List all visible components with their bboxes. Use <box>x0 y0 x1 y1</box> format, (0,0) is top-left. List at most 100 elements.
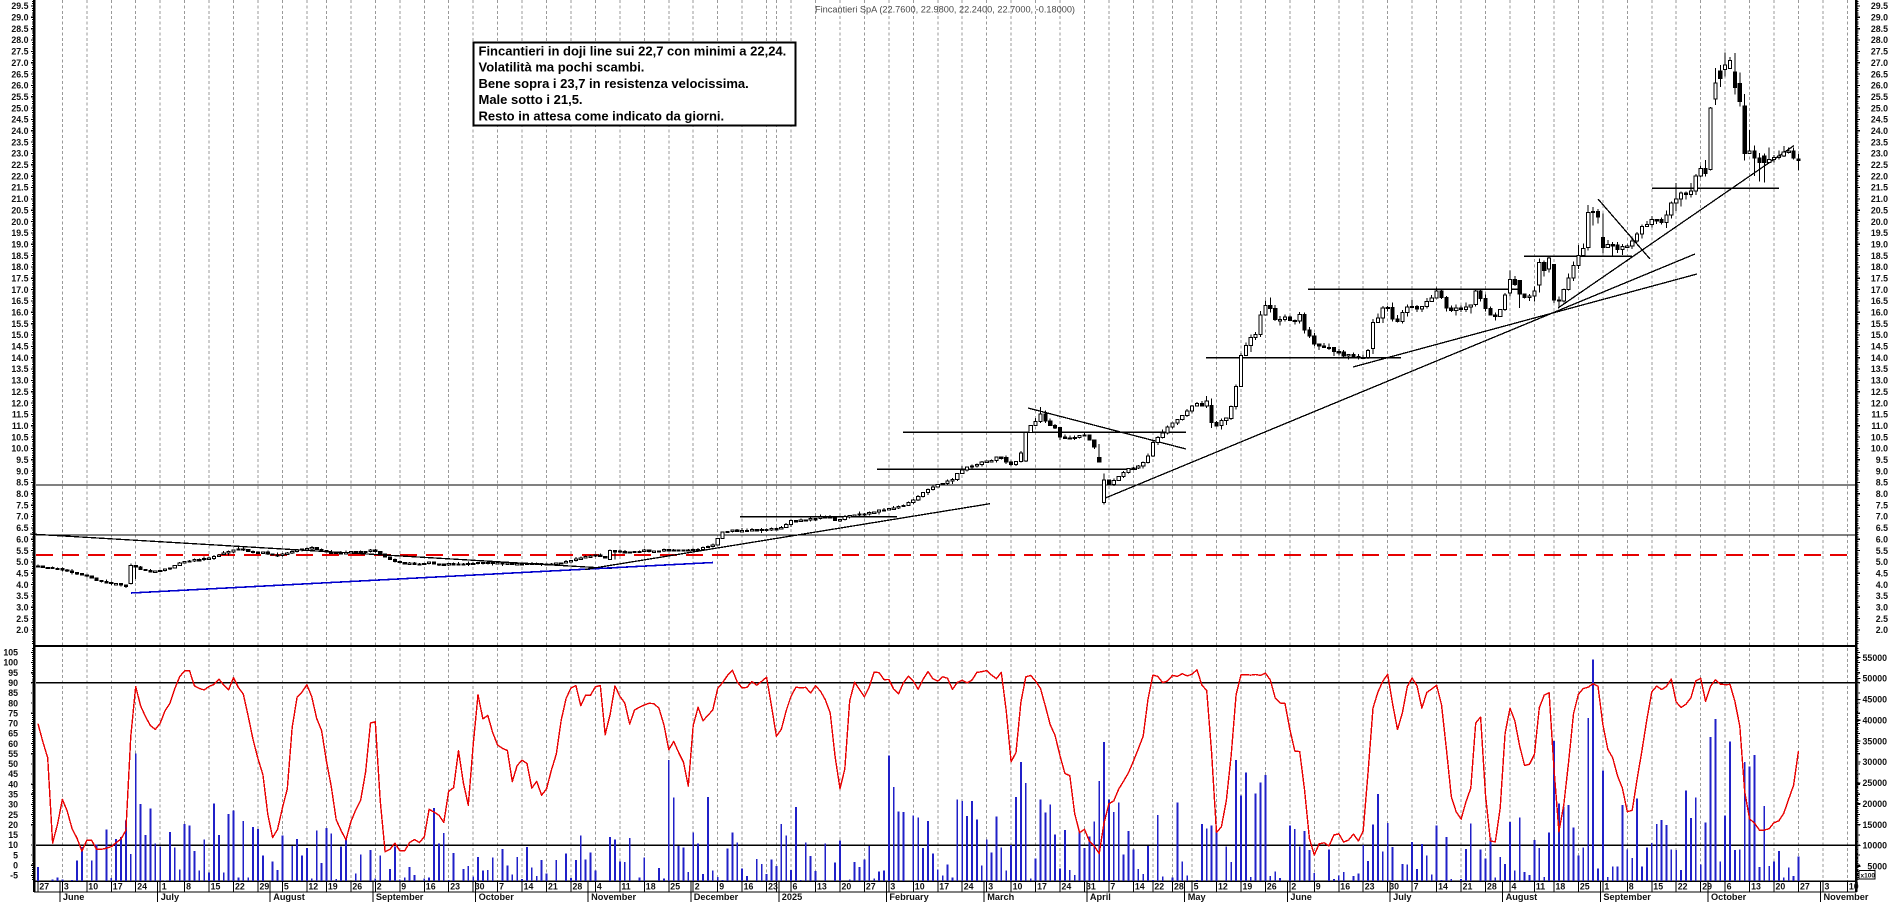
svg-text:5: 5 <box>13 850 18 860</box>
svg-text:21: 21 <box>548 882 558 892</box>
svg-text:1: 1 <box>1604 882 1609 892</box>
svg-text:8.5: 8.5 <box>1876 478 1888 488</box>
svg-text:16.0: 16.0 <box>11 308 28 318</box>
svg-text:30: 30 <box>8 800 18 810</box>
svg-text:3: 3 <box>1825 882 1830 892</box>
svg-text:5000: 5000 <box>1867 862 1887 872</box>
svg-text:55: 55 <box>8 749 18 759</box>
svg-text:17: 17 <box>113 882 123 892</box>
svg-text:14: 14 <box>524 882 534 892</box>
svg-text:5.0: 5.0 <box>1876 557 1888 567</box>
svg-text:8.0: 8.0 <box>16 489 28 499</box>
svg-text:10.5: 10.5 <box>1871 432 1888 442</box>
svg-text:14: 14 <box>1438 882 1448 892</box>
svg-text:20: 20 <box>842 882 852 892</box>
svg-text:5: 5 <box>1194 882 1199 892</box>
svg-text:12.5: 12.5 <box>1871 387 1888 397</box>
svg-text:4.0: 4.0 <box>16 580 28 590</box>
svg-text:70: 70 <box>8 719 18 729</box>
svg-text:3: 3 <box>988 882 993 892</box>
svg-text:16.5: 16.5 <box>11 296 28 306</box>
svg-text:30000: 30000 <box>1863 757 1888 767</box>
svg-text:11.5: 11.5 <box>12 410 29 420</box>
svg-text:29.0: 29.0 <box>1871 13 1888 23</box>
svg-text:9.5: 9.5 <box>16 455 28 465</box>
svg-text:18: 18 <box>646 882 656 892</box>
svg-text:Fincantieri in doji line sui 2: Fincantieri in doji line sui 22,7 con mi… <box>479 44 787 59</box>
svg-text:75: 75 <box>8 708 18 718</box>
svg-text:65: 65 <box>8 729 18 739</box>
svg-text:2.5: 2.5 <box>16 614 28 624</box>
svg-text:40000: 40000 <box>1863 715 1888 725</box>
svg-text:9: 9 <box>1316 882 1321 892</box>
svg-text:15.5: 15.5 <box>11 319 28 329</box>
svg-text:40: 40 <box>8 779 18 789</box>
svg-text:15: 15 <box>211 882 221 892</box>
svg-text:29.5: 29.5 <box>1871 1 1888 11</box>
svg-text:25: 25 <box>8 810 18 820</box>
svg-text:November: November <box>1824 892 1869 902</box>
svg-text:September: September <box>376 892 424 902</box>
svg-text:8.0: 8.0 <box>1876 489 1888 499</box>
svg-text:24: 24 <box>1062 882 1072 892</box>
svg-text:9.0: 9.0 <box>16 466 28 476</box>
svg-text:5: 5 <box>284 882 289 892</box>
svg-text:18.0: 18.0 <box>11 262 28 272</box>
svg-text:Bene sopra i 23,7 in resistenz: Bene sopra i 23,7 in resistenza velociss… <box>479 76 749 91</box>
svg-text:24: 24 <box>137 882 147 892</box>
svg-text:19.5: 19.5 <box>1871 228 1888 238</box>
svg-text:11: 11 <box>621 882 630 892</box>
svg-text:15: 15 <box>8 830 18 840</box>
svg-text:15: 15 <box>1653 882 1663 892</box>
svg-text:10: 10 <box>1849 882 1859 892</box>
svg-text:14.0: 14.0 <box>1871 353 1888 363</box>
svg-text:23.0: 23.0 <box>1871 149 1888 159</box>
svg-text:2.5: 2.5 <box>1876 614 1888 624</box>
svg-text:13: 13 <box>1751 882 1761 892</box>
svg-text:7: 7 <box>1110 882 1115 892</box>
svg-text:5.5: 5.5 <box>1876 546 1888 556</box>
svg-text:1: 1 <box>162 882 167 892</box>
svg-text:16: 16 <box>426 882 436 892</box>
svg-text:30: 30 <box>475 882 485 892</box>
svg-text:24: 24 <box>964 882 974 892</box>
svg-text:July: July <box>161 892 180 902</box>
svg-text:9: 9 <box>719 882 724 892</box>
svg-text:22: 22 <box>235 882 245 892</box>
svg-text:3.0: 3.0 <box>1876 603 1888 613</box>
svg-text:19.0: 19.0 <box>1871 239 1888 249</box>
svg-text:31: 31 <box>1086 882 1096 892</box>
svg-text:17.5: 17.5 <box>1871 274 1888 284</box>
svg-text:2: 2 <box>695 882 700 892</box>
svg-text:18.5: 18.5 <box>11 251 28 261</box>
svg-text:105: 105 <box>3 648 18 658</box>
svg-text:18: 18 <box>1556 882 1566 892</box>
svg-text:27.5: 27.5 <box>1871 47 1888 57</box>
svg-text:October: October <box>1711 892 1747 902</box>
svg-text:8.5: 8.5 <box>16 478 28 488</box>
svg-text:7.0: 7.0 <box>1876 512 1888 522</box>
svg-text:45: 45 <box>8 769 18 779</box>
svg-text:8: 8 <box>1629 882 1634 892</box>
svg-text:0: 0 <box>13 861 18 871</box>
svg-text:24.0: 24.0 <box>11 126 28 136</box>
svg-text:June: June <box>63 892 84 902</box>
svg-text:4: 4 <box>597 882 602 892</box>
svg-text:9: 9 <box>401 882 406 892</box>
svg-text:-5: -5 <box>10 871 18 881</box>
svg-text:August: August <box>1506 892 1538 902</box>
svg-text:24.5: 24.5 <box>1871 115 1888 125</box>
svg-text:18.5: 18.5 <box>1871 251 1888 261</box>
svg-text:29.5: 29.5 <box>11 1 28 11</box>
svg-text:18.0: 18.0 <box>1871 262 1888 272</box>
svg-text:6.0: 6.0 <box>16 534 28 544</box>
svg-text:12.0: 12.0 <box>11 398 28 408</box>
svg-text:10: 10 <box>1013 882 1023 892</box>
svg-text:22.0: 22.0 <box>11 171 28 181</box>
svg-text:March: March <box>987 892 1014 902</box>
svg-text:25.5: 25.5 <box>1871 92 1888 102</box>
svg-text:11.0: 11.0 <box>12 421 29 431</box>
svg-text:21.0: 21.0 <box>1871 194 1888 204</box>
svg-text:November: November <box>591 892 636 902</box>
svg-text:22.5: 22.5 <box>11 160 28 170</box>
